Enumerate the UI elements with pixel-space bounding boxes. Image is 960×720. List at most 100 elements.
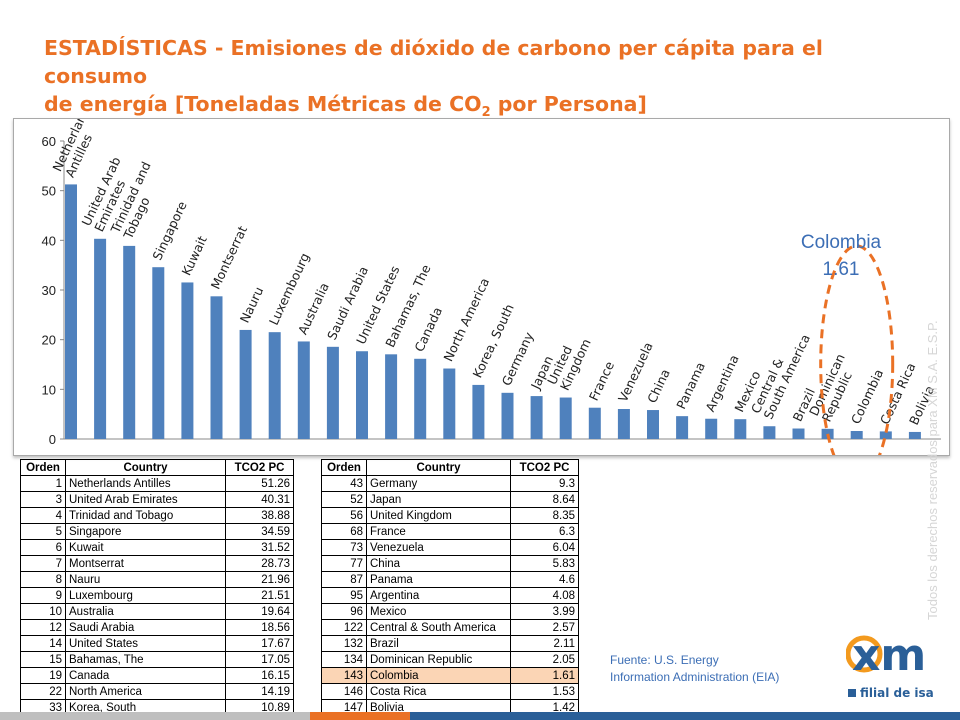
orden-cell: 1: [20, 475, 66, 492]
y-tick-label: 50: [42, 184, 56, 199]
x-category-label: China: [644, 367, 673, 406]
table-row: 146 Costa Rica 1.53: [321, 683, 579, 700]
table-row: 9 Luxembourg 21.51: [20, 587, 294, 604]
orden-cell: 9: [20, 587, 66, 604]
x-category-label: Australia: [295, 280, 332, 336]
orden-cell: 14: [20, 635, 66, 652]
value-cell: 5.83: [510, 555, 579, 572]
orden-cell: 52: [321, 491, 367, 508]
table-row: 68 France 6.3: [321, 523, 579, 540]
country-cell: Dominican Republic: [366, 651, 511, 668]
orden-cell: 19: [20, 667, 66, 684]
table-header-row: Orden Country TCO2 PC: [321, 459, 579, 476]
country-cell: Canada: [65, 667, 226, 684]
value-cell: 2.57: [510, 619, 579, 636]
header-value: TCO2 PC: [510, 459, 579, 476]
table-row: 122 Central & South America 2.57: [321, 619, 579, 636]
table-row: 134 Dominican Republic 2.05: [321, 651, 579, 668]
table-row: 33 Korea, South 10.89: [20, 699, 294, 716]
country-cell: Mexico: [366, 603, 511, 620]
bar: [210, 296, 223, 439]
callout-label: Colombia: [800, 232, 882, 253]
value-cell: 16.15: [225, 667, 294, 684]
country-cell: Panama: [366, 571, 511, 588]
logo-text: xm: [852, 630, 926, 681]
value-cell: 17.67: [225, 635, 294, 652]
table-row: 1 Netherlands Antilles 51.26: [20, 475, 294, 492]
value-cell: 18.56: [225, 619, 294, 636]
x-category-label: Nauru: [237, 284, 267, 325]
page-title: ESTADÍSTICAS - Emisiones de dióxido de c…: [44, 34, 904, 127]
y-tick-label: 0: [49, 432, 56, 447]
strip-orange: [310, 712, 410, 720]
country-cell: Luxembourg: [65, 587, 226, 604]
country-cell: Australia: [65, 603, 226, 620]
chart-frame: 0 10 20 30 40 50 60 NetherlandsAntilles United A…: [13, 118, 950, 456]
value-cell: 8.35: [510, 507, 579, 524]
table-row: 43 Germany 9.3: [321, 475, 579, 492]
bar: [647, 410, 659, 439]
logo-square-icon: [848, 689, 856, 697]
table-row: 73 Venezuela 6.04: [321, 539, 579, 556]
y-tick-label: 40: [42, 233, 56, 248]
country-cell: North America: [65, 683, 226, 700]
bar: [472, 384, 485, 439]
table-row: 95 Argentina 4.08: [321, 587, 579, 604]
value-cell: 8.64: [510, 491, 579, 508]
country-cell: Argentina: [366, 587, 511, 604]
header-country: Country: [366, 459, 511, 476]
country-cell: Venezuela: [366, 539, 511, 556]
country-cell: Nauru: [65, 571, 226, 588]
strip-gray: [0, 712, 310, 720]
bar: [821, 428, 834, 439]
value-cell: 51.26: [225, 475, 294, 492]
country-cell: Netherlands Antilles: [65, 475, 226, 492]
orden-cell: 22: [20, 683, 66, 700]
country-cell: Singapore: [65, 523, 226, 540]
table-row: 3 United Arab Emirates 40.31: [20, 491, 294, 508]
bar: [297, 341, 310, 439]
table-row: 56 United Kingdom 8.35: [321, 507, 579, 524]
value-cell: 19.64: [225, 603, 294, 620]
orden-cell: 73: [321, 539, 367, 556]
bar: [763, 426, 776, 439]
orden-cell: 12: [20, 619, 66, 636]
table-row: 132 Brazil 2.11: [321, 635, 579, 652]
orden-cell: 56: [321, 507, 367, 524]
x-category-label: NetherlandsAntilles: [49, 119, 107, 180]
bar: [356, 351, 368, 439]
value-cell: 4.6: [510, 571, 579, 588]
country-cell: Colombia: [366, 667, 511, 684]
country-cell: Saudi Arabia: [65, 619, 226, 636]
ranking-table-right: Orden Country TCO2 PC 43 Germany 9.3 52 Japa…: [321, 459, 579, 716]
table-row: 15 Bahamas, The 17.05: [20, 651, 294, 668]
bar: [443, 368, 456, 439]
bar: [676, 416, 689, 439]
orden-cell: 6: [20, 539, 66, 556]
header-country: Country: [65, 459, 226, 476]
value-cell: 38.88: [225, 507, 294, 524]
source-line-1: Fuente: U.S. Energy: [610, 653, 719, 667]
source-line-2: Information Administration (EIA): [610, 670, 780, 684]
orden-cell: 95: [321, 587, 367, 604]
value-cell: 34.59: [225, 523, 294, 540]
country-cell: Bahamas, The: [65, 651, 226, 668]
orden-cell: 87: [321, 571, 367, 588]
orden-cell: 15: [20, 651, 66, 668]
orden-cell: 96: [321, 603, 367, 620]
bar: [734, 419, 747, 439]
orden-cell: 132: [321, 635, 367, 652]
table-row: 12 Saudi Arabia 18.56: [20, 619, 294, 636]
table-row: 5 Singapore 34.59: [20, 523, 294, 540]
value-cell: 6.3: [510, 523, 579, 540]
country-cell: United Arab Emirates: [65, 491, 226, 508]
y-tick-label: 10: [42, 382, 56, 397]
bar: [559, 397, 572, 439]
x-category-label: Kuwait: [179, 233, 210, 277]
bar: [268, 332, 281, 439]
country-cell: Costa Rica: [366, 683, 511, 700]
title-line-2: de energía [Toneladas Métricas de CO: [44, 92, 482, 116]
country-cell: Korea, South: [65, 699, 226, 716]
bar: [705, 418, 718, 439]
